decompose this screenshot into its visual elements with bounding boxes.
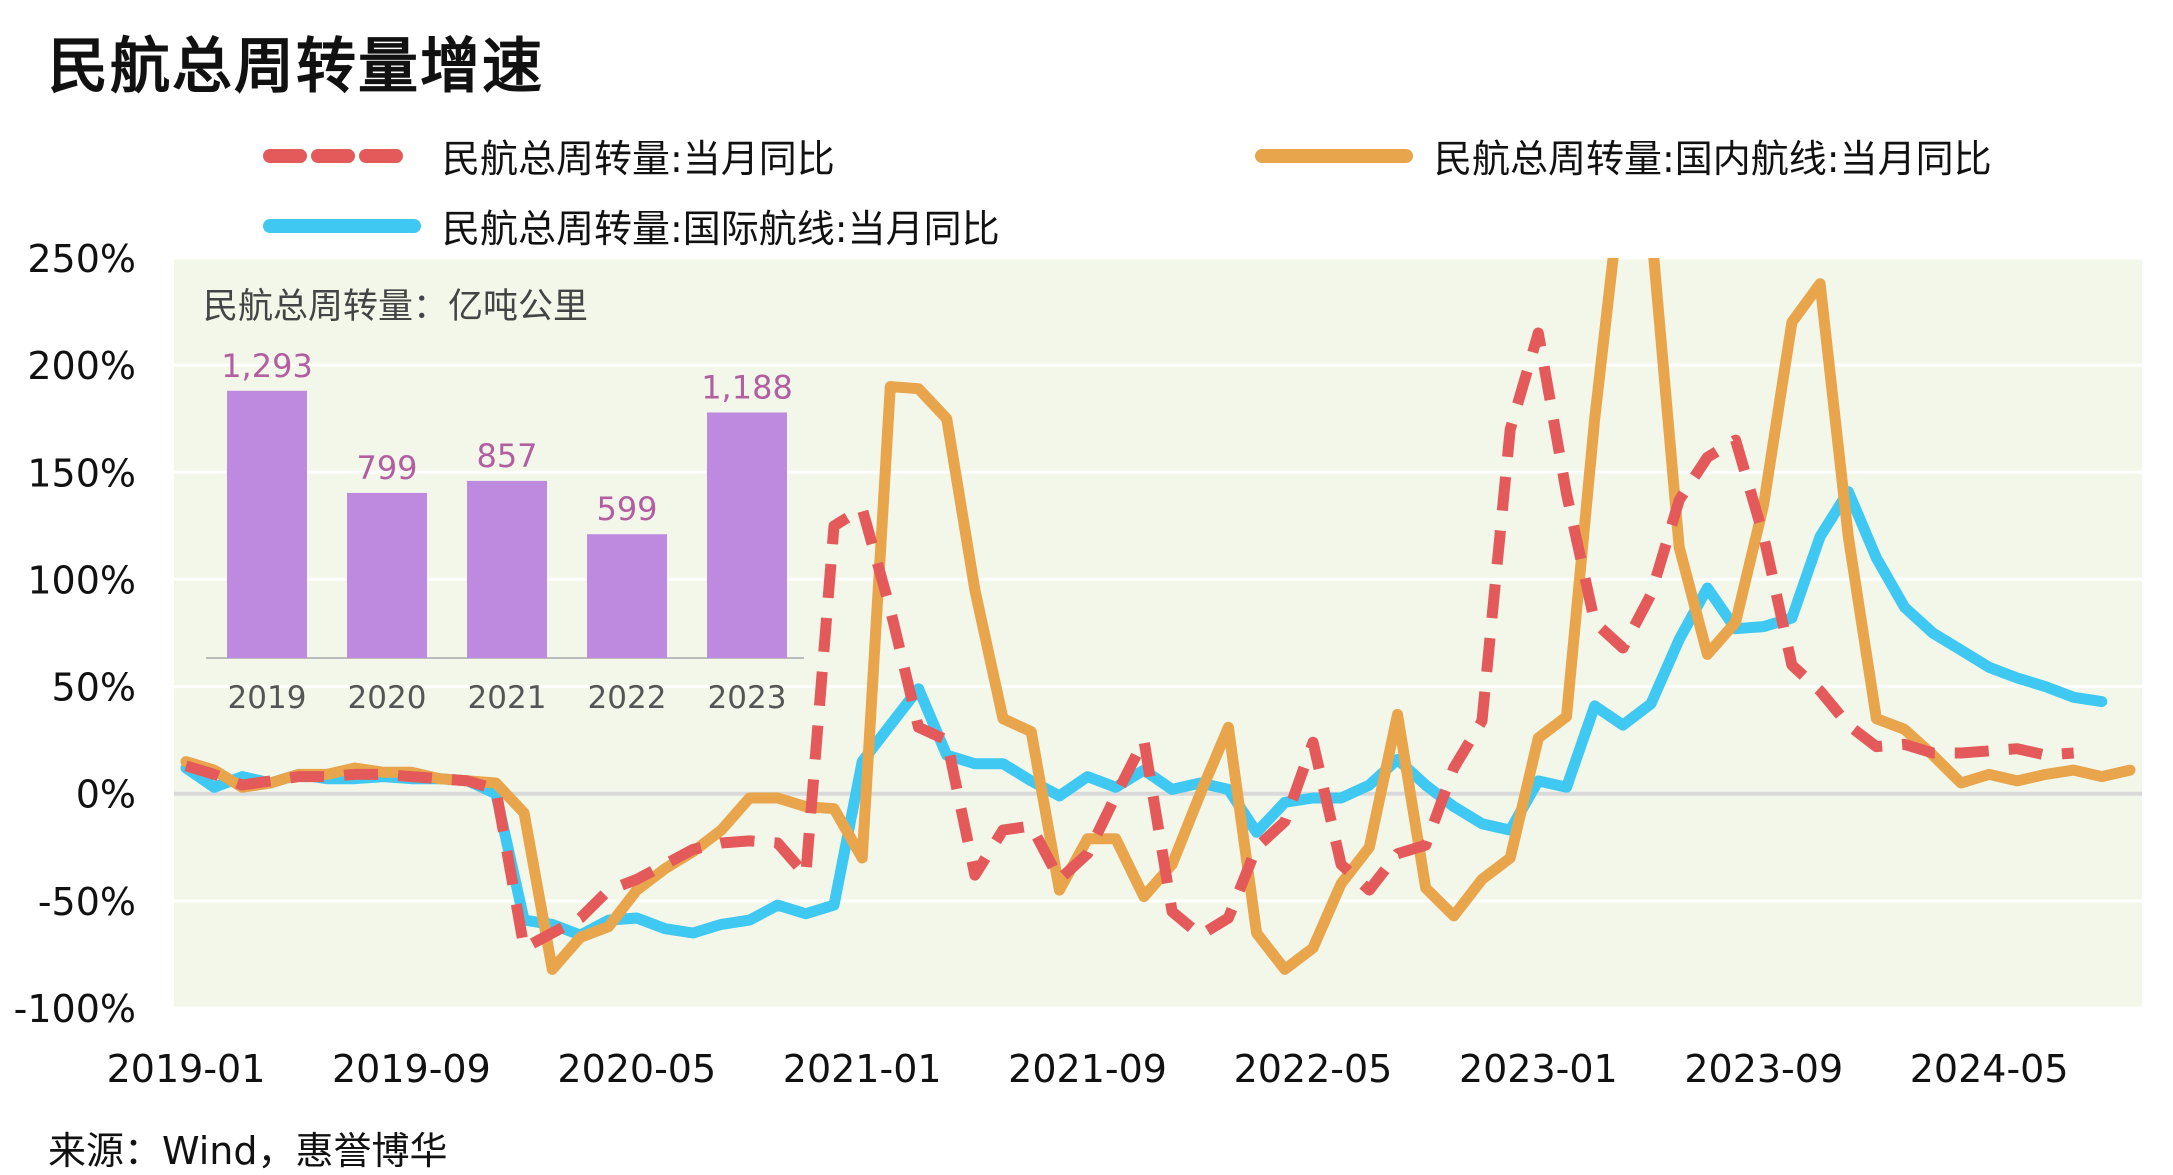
inset-category-label: 2020 <box>348 680 427 716</box>
x-axis: 2019-01 2019-09 2020-05 2021-01 2021-09 2022-… <box>107 1047 2069 1091</box>
y-tick-label: 200% <box>27 344 136 388</box>
x-tick-label: 2021-01 <box>783 1047 942 1091</box>
legend-label-international: 民航总周转量:国际航线:当月同比 <box>442 207 1000 251</box>
legend-swatch-domestic <box>1255 148 1413 163</box>
inset-bar <box>347 492 427 658</box>
legend-label-total: 民航总周转量:当月同比 <box>442 137 835 181</box>
inset-category-label: 2022 <box>588 680 667 716</box>
y-axis: -100% -50% 0% 50% 100% 150% 200% 250% <box>14 237 136 1031</box>
series-group <box>180 258 2136 975</box>
inset-value-label: 1,188 <box>701 368 793 406</box>
inset-bar-chart: 民航总周转量：亿吨公里 1,293 2019 799 2020 857 2021 599 20… <box>203 287 804 716</box>
inset-value-label: 1,293 <box>221 347 313 385</box>
y-tick-label: 150% <box>27 451 136 495</box>
x-tick-label: 2023-09 <box>1684 1047 1843 1091</box>
legend-item-domestic: 民航总周转量:国内航线:当月同比 <box>1254 128 1992 183</box>
legend-swatch-international <box>263 218 421 233</box>
inset-bar <box>707 412 787 658</box>
inset-value-label: 857 <box>476 437 537 475</box>
y-tick-label: 100% <box>27 558 136 602</box>
x-tick-label: 2019-09 <box>332 1047 491 1091</box>
y-tick-label: 0% <box>76 773 136 817</box>
legend-item-international: 民航总周转量:国际航线:当月同比 <box>262 198 1000 253</box>
y-tick-label: 50% <box>52 666 136 710</box>
inset-bar <box>467 480 547 658</box>
source-note: 来源：Wind，惠誉博华 <box>48 1129 448 1173</box>
inset-value-label: 799 <box>356 449 417 487</box>
y-tick-label: -50% <box>38 880 136 924</box>
x-tick-label: 2019-01 <box>107 1047 266 1091</box>
inset-category-label: 2019 <box>228 680 307 716</box>
legend-label-domestic: 民航总周转量:国内航线:当月同比 <box>1434 137 1992 181</box>
legend-swatch-total <box>263 148 421 163</box>
y-tick-label: 250% <box>27 237 136 281</box>
series-line-domestic <box>180 258 2136 975</box>
inset-category-label: 2021 <box>468 680 547 716</box>
x-tick-label: 2024-05 <box>1910 1047 2069 1091</box>
x-tick-label: 2022-05 <box>1234 1047 1393 1091</box>
x-tick-label: 2023-01 <box>1459 1047 1618 1091</box>
inset-bar <box>587 534 667 658</box>
x-tick-label: 2021-09 <box>1008 1047 1167 1091</box>
x-tick-label: 2020-05 <box>557 1047 716 1091</box>
chart-title: 民航总周转量增速 <box>48 32 544 102</box>
y-tick-label: -100% <box>14 987 136 1031</box>
inset-title: 民航总周转量：亿吨公里 <box>203 287 588 327</box>
series-line-total <box>184 327 2075 954</box>
legend-item-total: 民航总周转量:当月同比 <box>262 128 835 183</box>
inset-value-label: 599 <box>596 490 657 528</box>
inset-category-label: 2023 <box>708 680 787 716</box>
inset-bar <box>227 390 307 658</box>
